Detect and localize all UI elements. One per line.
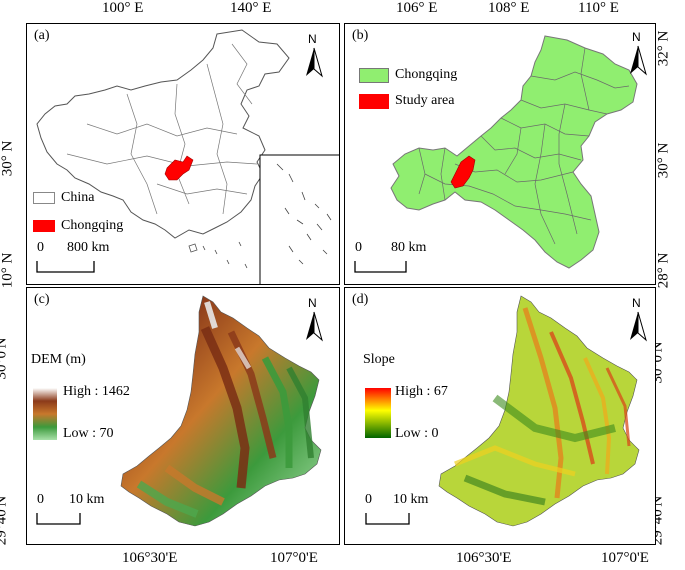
bottom-tick-106-30e-right: 106°30'E (456, 550, 512, 566)
scale-zero: 0 (37, 240, 44, 255)
left-tick-29-40n: 29°40'N (0, 495, 10, 546)
dem-color-ramp (33, 388, 57, 440)
north-arrow-icon (630, 311, 647, 342)
top-tick-110e: 110° E (578, 0, 619, 16)
panel-c-north-label: N (308, 296, 317, 310)
panel-d-label: (d) (352, 292, 369, 307)
scale-bar (365, 513, 410, 525)
panel-b-north-arrow: N (627, 30, 649, 76)
panel-a-north-label: N (308, 32, 317, 46)
legend-chongqing-label: Chongqing (61, 218, 124, 233)
legend-china-swatch (33, 192, 55, 204)
panel-a-label: (a) (34, 28, 50, 43)
scale-zero: 0 (365, 492, 372, 507)
scale-bar (354, 261, 407, 273)
panel-c-dem-map: (c) N DEM (m) High : 1462 Low : (26, 287, 340, 545)
right-tick-28n: 28° N (655, 252, 672, 289)
china-outline-map (36, 29, 339, 284)
scale-bar (36, 261, 95, 273)
scale-bar (36, 513, 81, 525)
top-tick-100e: 100° E (102, 0, 144, 16)
legend-study-area-label: Study area (395, 93, 455, 108)
bottom-tick-107e-left: 107°0'E (270, 550, 318, 566)
north-arrow-icon (306, 311, 323, 342)
scale-zero: 0 (355, 240, 362, 255)
scale-distance: 800 km (67, 240, 110, 255)
dem-low-label: Low : 70 (63, 426, 114, 441)
chongqing-district-map (390, 35, 638, 269)
dem-legend-title: DEM (m) (31, 352, 86, 367)
scale-zero: 0 (37, 492, 44, 507)
panel-c-north-arrow: N (303, 296, 325, 342)
left-tick-30n: 30° N (0, 140, 16, 177)
legend-chongqing-swatch (359, 68, 389, 83)
right-tick-30n: 30° N (655, 142, 672, 179)
slope-raster-map (438, 295, 640, 527)
dem-high-label: High : 1462 (63, 384, 130, 399)
panel-c-label: (c) (34, 292, 50, 307)
slope-high-label: High : 67 (395, 384, 448, 399)
panel-d-slope-map: (d) N Slope High : 67 Low : 0 0 10 km (344, 287, 656, 545)
top-tick-140e: 140° E (230, 0, 272, 16)
bottom-tick-107e-right: 107°0'E (601, 550, 649, 566)
north-arrow-icon (630, 45, 647, 76)
legend-chongqing-label: Chongqing (395, 67, 458, 82)
bottom-tick-106-30e-left: 106°30'E (122, 550, 178, 566)
top-tick-106e: 106° E (396, 0, 438, 16)
legend-china-label: China (61, 190, 95, 205)
top-tick-108e: 108° E (488, 0, 530, 16)
panel-a-north-arrow: N (303, 32, 325, 78)
right-tick-32n: 32° N (655, 30, 672, 67)
panel-d-north-label: N (632, 296, 641, 310)
panel-b-north-label: N (632, 30, 641, 44)
panel-b-chongqing-map: (b) N Chongqing Study area 0 80 km (344, 23, 656, 285)
legend-chongqing-swatch (33, 220, 55, 232)
panel-a-china-map: (a) N China Chongqing 0 800 km (26, 23, 340, 285)
dem-raster-map (120, 295, 322, 527)
left-tick-10n: 10° N (0, 252, 16, 289)
slope-color-ramp (365, 388, 391, 438)
scale-distance: 10 km (69, 492, 105, 507)
scale-distance: 80 km (391, 240, 427, 255)
slope-low-label: Low : 0 (395, 426, 439, 441)
legend-study-area-swatch (359, 94, 389, 109)
scale-distance: 10 km (393, 492, 429, 507)
left-tick-30-0n: 30°0'N (0, 337, 10, 380)
panel-d-north-arrow: N (627, 296, 649, 342)
north-arrow-icon (306, 47, 323, 78)
slope-legend-title: Slope (363, 352, 395, 367)
panel-b-label: (b) (352, 28, 369, 43)
